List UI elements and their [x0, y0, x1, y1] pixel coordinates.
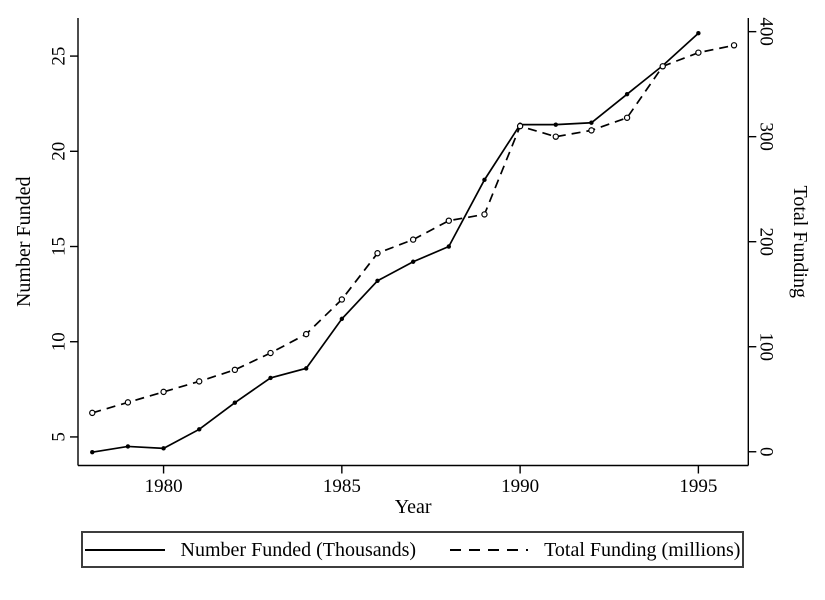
series-marker-open-circle	[124, 399, 132, 406]
dashed-line-sample	[450, 548, 529, 551]
series-marker-filled-circle	[624, 91, 630, 97]
y-right-tick-label: 200	[756, 227, 777, 256]
series-marker-open-circle	[552, 133, 559, 140]
series-marker-open-circle	[481, 211, 488, 218]
series-marker-filled-circle	[375, 278, 380, 283]
series-marker-filled-circle	[268, 375, 273, 381]
series-marker-open-circle	[196, 378, 203, 385]
legend-item-number-funded: Number Funded (Thousands)	[84, 538, 417, 561]
series-marker-filled-circle	[446, 244, 452, 249]
series-marker-open-circle	[623, 114, 631, 121]
series-marker-filled-circle	[232, 400, 238, 405]
legend-item-total-funding: Total Funding (millions)	[450, 540, 740, 560]
series-marker-open-circle	[695, 49, 702, 56]
series-marker-filled-circle	[589, 120, 594, 125]
y-right-tick-label: 400	[756, 17, 777, 46]
series-marker-filled-circle	[197, 427, 202, 432]
series-line-0	[92, 32, 699, 454]
y-left-tick-label: 20	[49, 142, 70, 161]
series-marker-filled-circle	[553, 122, 558, 127]
x-tick-label: 1985	[323, 476, 361, 497]
y-right-tick-label: 100	[756, 332, 777, 361]
y-right-axis-title: Total Funding	[789, 186, 811, 299]
series-marker-filled-circle	[125, 444, 131, 449]
series-line-1	[92, 44, 735, 414]
y-left-tick-label: 10	[49, 332, 70, 351]
y-left-tick-label: 25	[49, 47, 70, 66]
series-marker-open-circle	[445, 217, 453, 224]
y-right-tick-label: 300	[756, 122, 777, 151]
y-left-tick-label: 15	[49, 237, 70, 256]
series-marker-open-circle	[374, 250, 381, 257]
series-marker-filled-circle	[90, 449, 95, 455]
y-left-tick-label: 5	[49, 432, 70, 442]
series-marker-filled-circle	[161, 446, 166, 451]
x-axis-title: Year	[395, 496, 432, 518]
series-marker-open-circle	[338, 296, 346, 303]
series-marker-filled-circle	[303, 366, 309, 371]
series-marker-open-circle	[659, 63, 666, 70]
series-marker-filled-circle	[410, 259, 416, 264]
solid-line-sample	[84, 548, 165, 551]
x-tick-label: 1980	[145, 476, 183, 497]
series-marker-filled-circle	[696, 31, 701, 36]
series-marker-open-circle	[730, 42, 738, 49]
series-marker-open-circle	[516, 122, 524, 130]
chart-legend: Number Funded (Thousands) Total Funding …	[81, 531, 744, 568]
series-marker-open-circle	[409, 236, 417, 243]
x-tick-label: 1995	[679, 476, 717, 497]
series-marker-open-circle	[160, 388, 167, 396]
legend-label-number-funded: Number Funded (Thousands)	[180, 538, 417, 561]
x-tick-label: 1990	[501, 476, 539, 497]
series-marker-open-circle	[231, 366, 239, 374]
series-marker-open-circle	[267, 349, 274, 357]
y-right-tick-label: 0	[756, 447, 777, 457]
series-marker-filled-circle	[339, 316, 345, 322]
y-left-axis-title: Number Funded	[13, 176, 35, 307]
series-marker-open-circle	[302, 330, 310, 338]
series-marker-open-circle	[588, 127, 595, 134]
series-marker-filled-circle	[482, 177, 487, 183]
series-marker-open-circle	[89, 409, 96, 417]
legend-label-total-funding: Total Funding (millions)	[544, 538, 741, 561]
